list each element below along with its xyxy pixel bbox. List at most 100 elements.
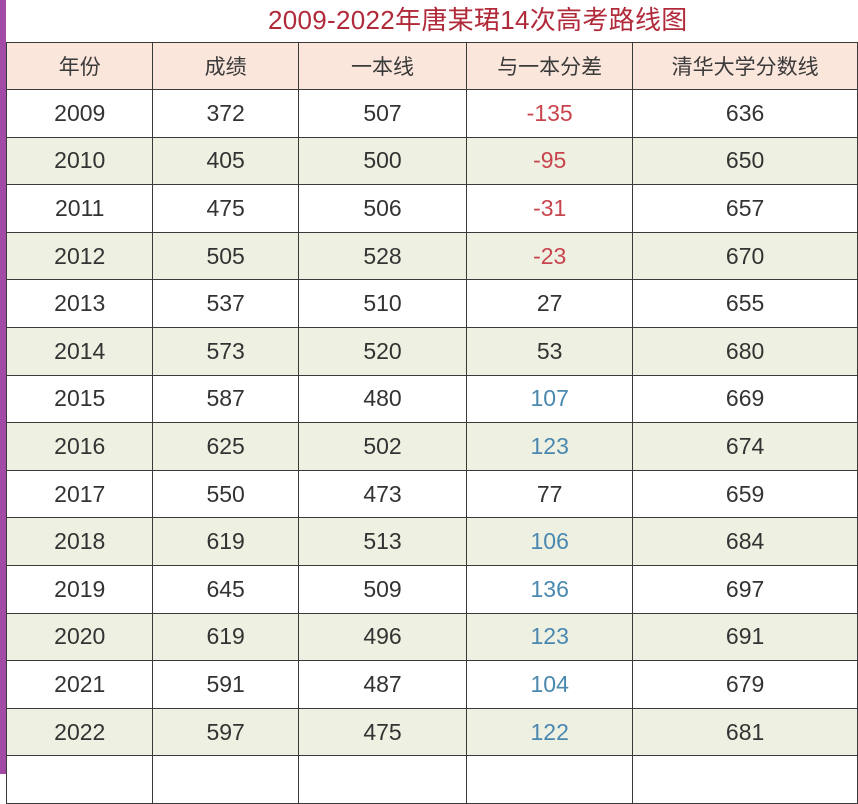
cell-score: 597 — [152, 707, 299, 757]
cell-year: 2012 — [5, 231, 154, 281]
cell-tier1: 507 — [297, 89, 468, 138]
score-table: 年份 成绩 一本线 与一本分差 清华大学分数线 2009 372 507 -13… — [5, 42, 858, 804]
left-accent-bar — [0, 0, 6, 774]
header-year: 年份 — [5, 42, 154, 90]
cell-year: 2016 — [5, 422, 154, 471]
cell-year: 2020 — [5, 612, 154, 662]
cell-score: 372 — [152, 89, 299, 138]
table-row: 2012 505 528 -23 670 — [5, 231, 858, 281]
cell-score: 591 — [152, 660, 299, 709]
cell-score: 505 — [152, 231, 299, 281]
cell-tier1: 475 — [297, 707, 468, 757]
cell-tier1: 480 — [297, 374, 468, 424]
cell-year: 2013 — [5, 279, 154, 328]
header-diff: 与一本分差 — [466, 42, 634, 90]
cell-empty — [5, 755, 154, 804]
cell-tsinghua: 684 — [632, 517, 858, 566]
table-row: 2020 619 496 123 691 — [5, 612, 858, 662]
cell-tier1: 496 — [297, 612, 468, 662]
cell-tier1: 487 — [297, 660, 468, 709]
cell-tier1: 502 — [297, 422, 468, 471]
cell-year: 2021 — [5, 660, 154, 709]
table-row-partial — [5, 755, 858, 804]
table-row: 2011 475 506 -31 657 — [5, 184, 858, 233]
cell-score: 573 — [152, 326, 299, 376]
cell-diff: -23 — [466, 231, 634, 281]
cell-score: 619 — [152, 517, 299, 566]
cell-score: 405 — [152, 136, 299, 186]
table-header-row: 年份 成绩 一本线 与一本分差 清华大学分数线 — [5, 42, 858, 90]
cell-diff: 77 — [466, 469, 634, 519]
cell-tsinghua: 681 — [632, 707, 858, 757]
cell-tier1: 513 — [297, 517, 468, 566]
page-title: 2009-2022年唐某珺14次高考路线图 — [268, 5, 688, 35]
cell-tier1: 506 — [297, 184, 468, 233]
cell-tier1: 473 — [297, 469, 468, 519]
cell-tier1: 520 — [297, 326, 468, 376]
cell-tier1: 509 — [297, 564, 468, 614]
cell-score: 625 — [152, 422, 299, 471]
cell-year: 2009 — [5, 89, 154, 138]
cell-diff: 123 — [466, 422, 634, 471]
cell-tier1: 528 — [297, 231, 468, 281]
cell-tsinghua: 669 — [632, 374, 858, 424]
cell-score: 537 — [152, 279, 299, 328]
cell-diff: 53 — [466, 326, 634, 376]
cell-year: 2010 — [5, 136, 154, 186]
cell-empty — [632, 755, 858, 804]
cell-year: 2017 — [5, 469, 154, 519]
cell-year: 2022 — [5, 707, 154, 757]
cell-tsinghua: 657 — [632, 184, 858, 233]
cell-score: 587 — [152, 374, 299, 424]
cell-tsinghua: 679 — [632, 660, 858, 709]
header-score: 成绩 — [152, 42, 299, 90]
cell-diff: 123 — [466, 612, 634, 662]
cell-score: 550 — [152, 469, 299, 519]
cell-diff: -31 — [466, 184, 634, 233]
table-row: 2014 573 520 53 680 — [5, 326, 858, 376]
table-row: 2017 550 473 77 659 — [5, 469, 858, 519]
cell-diff: 104 — [466, 660, 634, 709]
table-row: 2018 619 513 106 684 — [5, 517, 858, 566]
cell-diff: -135 — [466, 89, 634, 138]
cell-empty — [152, 755, 299, 804]
cell-diff: 27 — [466, 279, 634, 328]
cell-tsinghua: 674 — [632, 422, 858, 471]
table-row: 2015 587 480 107 669 — [5, 374, 858, 424]
cell-diff: 107 — [466, 374, 634, 424]
cell-diff: 136 — [466, 564, 634, 614]
table-row: 2022 597 475 122 681 — [5, 707, 858, 757]
cell-empty — [297, 755, 468, 804]
table-row: 2019 645 509 136 697 — [5, 564, 858, 614]
cell-tsinghua: 655 — [632, 279, 858, 328]
table-row: 2009 372 507 -135 636 — [5, 89, 858, 138]
cell-score: 475 — [152, 184, 299, 233]
table-body: 2009 372 507 -135 636 2010 405 500 -95 6… — [5, 89, 858, 804]
cell-year: 2014 — [5, 326, 154, 376]
cell-diff: -95 — [466, 136, 634, 186]
cell-diff: 122 — [466, 707, 634, 757]
table-row: 2021 591 487 104 679 — [5, 660, 858, 709]
cell-tier1: 510 — [297, 279, 468, 328]
cell-score: 645 — [152, 564, 299, 614]
table-row: 2016 625 502 123 674 — [5, 422, 858, 471]
cell-tsinghua: 659 — [632, 469, 858, 519]
cell-year: 2011 — [5, 184, 154, 233]
cell-tsinghua: 650 — [632, 136, 858, 186]
cell-tsinghua: 680 — [632, 326, 858, 376]
header-tsinghua-line: 清华大学分数线 — [632, 42, 858, 90]
cell-empty — [466, 755, 634, 804]
table-row: 2010 405 500 -95 650 — [5, 136, 858, 186]
cell-diff: 106 — [466, 517, 634, 566]
cell-tier1: 500 — [297, 136, 468, 186]
cell-tsinghua: 697 — [632, 564, 858, 614]
cell-year: 2018 — [5, 517, 154, 566]
cell-tsinghua: 691 — [632, 612, 858, 662]
cell-year: 2015 — [5, 374, 154, 424]
header-tier1-line: 一本线 — [297, 42, 468, 90]
cell-tsinghua: 636 — [632, 89, 858, 138]
cell-tsinghua: 670 — [632, 231, 858, 281]
cell-year: 2019 — [5, 564, 154, 614]
cell-score: 619 — [152, 612, 299, 662]
table-row: 2013 537 510 27 655 — [5, 279, 858, 328]
